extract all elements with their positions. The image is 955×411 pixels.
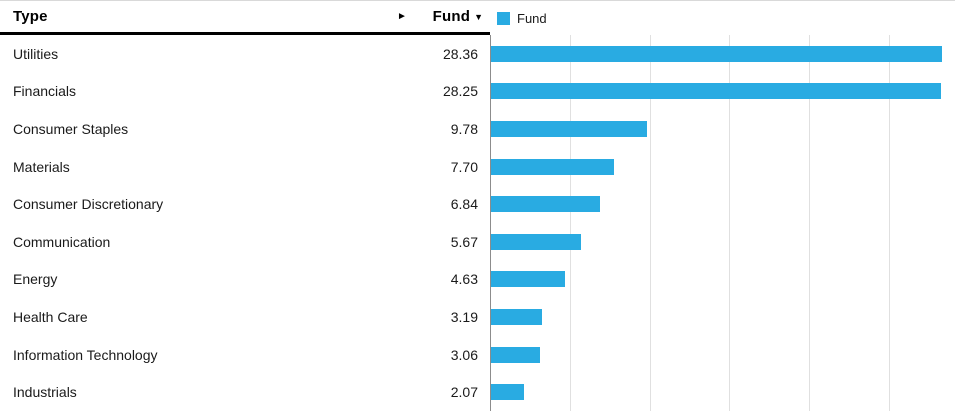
table-row-left: Industrials 2.07 xyxy=(0,373,490,411)
column-header-fund-label: Fund xyxy=(432,8,471,25)
column-header-type[interactable]: Type xyxy=(13,8,48,25)
chart-axis-line xyxy=(490,35,491,411)
legend-item-fund[interactable]: Fund xyxy=(497,11,547,26)
row-fund-value: 28.25 xyxy=(442,83,478,100)
table-row-left: Materials 7.70 xyxy=(0,148,490,186)
legend-label: Fund xyxy=(517,11,547,26)
table-row-left: Health Care 3.19 xyxy=(0,298,490,336)
row-chart-cell xyxy=(490,110,955,148)
fund-bar[interactable] xyxy=(491,346,540,363)
table-row: Health Care 3.19 xyxy=(0,298,955,336)
chart-gridline xyxy=(729,35,731,411)
chart-gridline xyxy=(809,35,811,411)
row-type-label: Utilities xyxy=(13,45,59,62)
fund-bar[interactable] xyxy=(491,196,600,213)
row-type-label: Consumer Staples xyxy=(13,120,129,137)
row-type-label: Energy xyxy=(13,271,58,288)
row-fund-value: 6.84 xyxy=(450,196,478,213)
row-fund-value: 3.19 xyxy=(450,308,478,325)
table-row: Materials 7.70 xyxy=(0,148,955,186)
table-row-left: Utilities 28.36 xyxy=(0,35,490,73)
row-chart-cell xyxy=(490,298,955,336)
row-fund-value: 5.67 xyxy=(450,233,478,250)
row-type-label: Consumer Discretionary xyxy=(13,196,164,213)
row-fund-value: 4.63 xyxy=(450,271,478,288)
table-row: Energy 4.63 xyxy=(0,261,955,299)
table-row: Consumer Discretionary 6.84 xyxy=(0,185,955,223)
row-type-label: Financials xyxy=(13,83,77,100)
table-body: Utilities 28.36 Financials 28.25 Consume… xyxy=(0,35,955,411)
row-fund-value: 7.70 xyxy=(450,158,478,175)
row-chart-cell xyxy=(490,223,955,261)
row-chart-cell xyxy=(490,261,955,299)
fund-bar[interactable] xyxy=(491,120,647,137)
row-type-label: Information Technology xyxy=(13,346,158,363)
table-row: Utilities 28.36 xyxy=(0,35,955,73)
fund-bar[interactable] xyxy=(491,308,542,325)
table-row-left: Consumer Discretionary 6.84 xyxy=(0,185,490,223)
fund-bar[interactable] xyxy=(491,158,614,175)
table-row: Financials 28.25 xyxy=(0,73,955,111)
fund-bar[interactable] xyxy=(491,233,582,250)
row-fund-value: 9.78 xyxy=(450,120,478,137)
table-row-left: Consumer Staples 9.78 xyxy=(0,110,490,148)
table-header-left: Type ► Fund ▼ xyxy=(0,1,490,35)
row-fund-value: 2.07 xyxy=(450,384,478,401)
table-row-left: Information Technology 3.06 xyxy=(0,336,490,374)
row-type-label: Materials xyxy=(13,158,70,175)
row-type-label: Health Care xyxy=(13,308,88,325)
fund-bar[interactable] xyxy=(491,384,524,401)
sort-descending-icon: ▼ xyxy=(474,12,483,22)
row-fund-value: 28.36 xyxy=(442,45,478,62)
table-row: Communication 5.67 xyxy=(0,223,955,261)
chart-gridline xyxy=(649,35,651,411)
chart-gridline xyxy=(569,35,571,411)
table-row-left: Communication 5.67 xyxy=(0,223,490,261)
fund-bar[interactable] xyxy=(491,271,565,288)
row-chart-cell xyxy=(490,373,955,411)
fund-bar[interactable] xyxy=(491,83,941,100)
row-chart-cell xyxy=(490,35,955,73)
table-header: Type ► Fund ▼ xyxy=(0,1,955,35)
chart-gridline xyxy=(888,35,890,411)
row-type-label: Communication xyxy=(13,233,111,250)
row-fund-value: 3.06 xyxy=(450,346,478,363)
column-header-fund[interactable]: Fund ▼ xyxy=(433,8,490,25)
row-chart-cell xyxy=(490,148,955,186)
expand-arrow-icon[interactable]: ► xyxy=(397,10,407,22)
chart-plot-area xyxy=(490,35,955,411)
legend-swatch xyxy=(497,12,510,25)
row-chart-cell xyxy=(490,73,955,111)
table-row: Consumer Staples 9.78 xyxy=(0,110,955,148)
table-row-left: Financials 28.25 xyxy=(0,73,490,111)
table-row: Information Technology 3.06 xyxy=(0,336,955,374)
row-chart-cell xyxy=(490,336,955,374)
fund-bar[interactable] xyxy=(491,45,943,62)
row-type-label: Industrials xyxy=(13,384,77,401)
table-row: Industrials 2.07 xyxy=(0,373,955,411)
table-row-left: Energy 4.63 xyxy=(0,261,490,299)
row-chart-cell xyxy=(490,185,955,223)
